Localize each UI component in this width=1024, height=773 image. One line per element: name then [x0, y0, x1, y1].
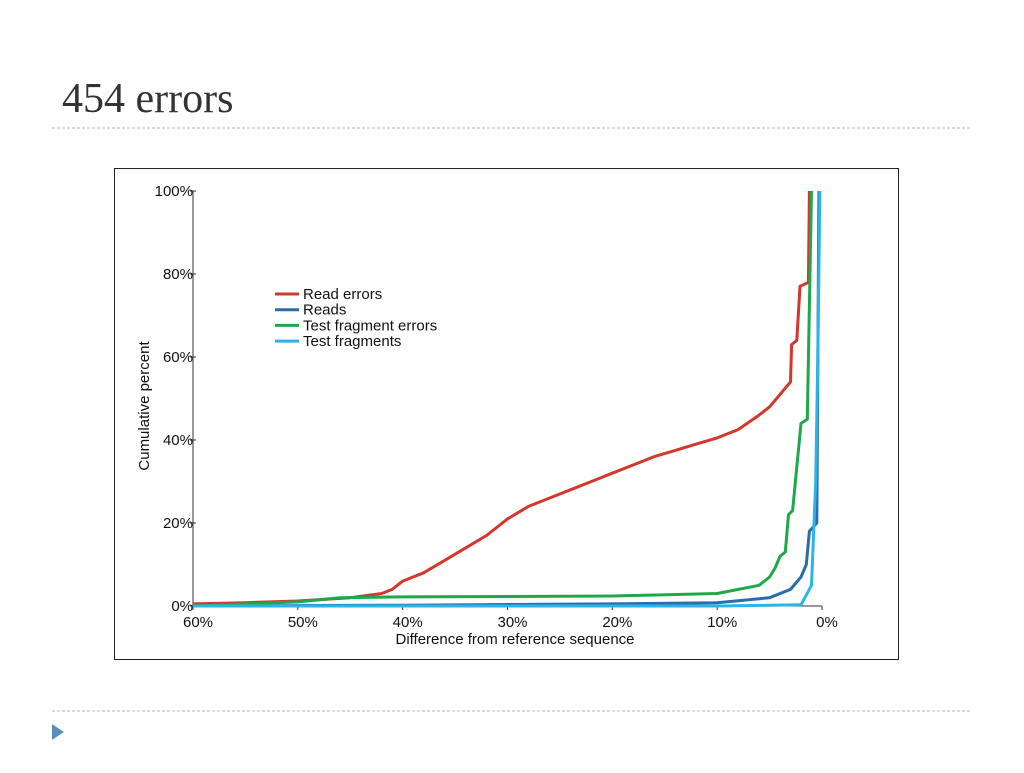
series-line — [192, 190, 813, 608]
chart-frame — [114, 168, 899, 660]
series-line — [192, 190, 821, 608]
y-axis-label: Cumulative percent — [136, 341, 153, 471]
series-line — [193, 190, 822, 608]
legend-label: Read errors — [303, 286, 382, 303]
y-tick-label: 40% — [163, 432, 193, 449]
slide-title: 454 errors — [62, 76, 233, 122]
y-tick-label: 80% — [163, 266, 193, 283]
legend-label: Reads — [303, 302, 346, 319]
legend-label: Test fragments — [303, 333, 401, 350]
legend-label: Test fragment errors — [303, 317, 437, 334]
x-tick-label: 10% — [707, 614, 737, 631]
x-tick-label: 0% — [816, 614, 838, 631]
chart: 0% 20% 40% 60% 80% 100% 60% 50% 40% 30% 20% 10% 0% Di… — [136, 183, 838, 648]
x-tick-label: 40% — [393, 614, 423, 631]
y-tick-label: 100% — [155, 183, 193, 200]
x-tick-label: 30% — [497, 614, 527, 631]
x-tick-label: 20% — [602, 614, 632, 631]
series-line — [192, 190, 811, 606]
y-tick-label: 60% — [163, 349, 193, 366]
y-tick-label: 20% — [163, 515, 193, 532]
y-tick-label: 0% — [171, 598, 193, 615]
bullet-arrow — [52, 724, 64, 740]
x-axis-label: Difference from reference sequence — [395, 631, 634, 648]
x-tick-label: 50% — [288, 614, 318, 631]
x-tick-label: 60% — [183, 614, 213, 631]
